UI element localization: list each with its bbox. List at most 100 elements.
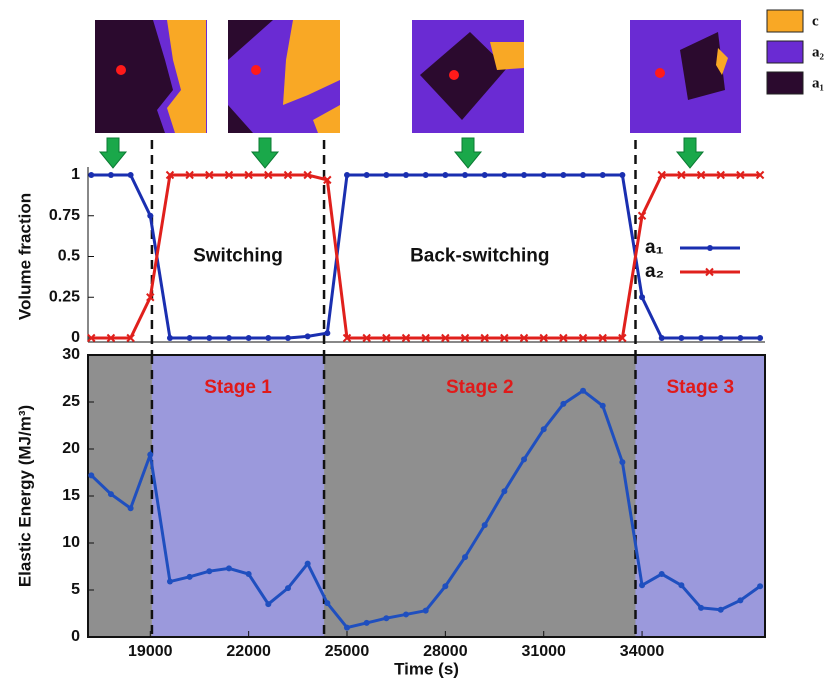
- marker: [501, 172, 508, 178]
- y-tick-label: 0.5: [58, 248, 80, 265]
- stage-region: [635, 355, 765, 637]
- marker: [480, 333, 489, 343]
- y-tick-label: 0.75: [49, 207, 80, 224]
- marker: [206, 568, 213, 575]
- marker: [323, 175, 332, 185]
- y-tick-label: 25: [62, 393, 80, 410]
- stage-region: [151, 355, 325, 637]
- marker: [284, 585, 291, 592]
- marker: [639, 582, 646, 589]
- marker: [382, 333, 391, 343]
- marker: [560, 400, 567, 407]
- marker: [658, 335, 665, 341]
- y-tick-label: 10: [62, 534, 80, 551]
- marker: [362, 333, 371, 343]
- arrow: [250, 137, 280, 169]
- phase-label: a₁: [812, 75, 824, 91]
- marker: [598, 333, 607, 343]
- marker: [658, 571, 665, 578]
- x-tick-label: 22000: [226, 643, 271, 660]
- legend-marker: [707, 245, 713, 251]
- y-tick-label: 0: [71, 628, 80, 645]
- thumbnail: [630, 20, 741, 133]
- annotation: Back-switching: [410, 246, 549, 267]
- marker: [87, 333, 96, 343]
- marker: [540, 426, 547, 433]
- stage-region: [88, 355, 152, 637]
- marker: [441, 333, 450, 343]
- marker: [698, 604, 705, 611]
- y-axis-label: Volume fraction: [15, 193, 34, 320]
- thumbnail: [412, 20, 524, 133]
- marker: [127, 172, 134, 178]
- marker: [324, 600, 331, 607]
- marker: [363, 172, 370, 178]
- marker: [283, 170, 293, 180]
- marker: [539, 333, 548, 343]
- marker: [755, 170, 765, 180]
- marker: [618, 333, 627, 343]
- phase-label: c: [812, 13, 819, 29]
- marker: [107, 172, 114, 178]
- marker: [383, 172, 390, 178]
- marker: [757, 335, 764, 341]
- marker: [637, 211, 647, 220]
- marker: [126, 333, 135, 343]
- marker: [501, 488, 508, 495]
- marker: [342, 333, 352, 343]
- phase-swatch: [766, 9, 804, 33]
- marker: [147, 212, 154, 219]
- marker: [303, 170, 312, 180]
- marker: [737, 335, 744, 341]
- marker: [717, 335, 724, 341]
- marker: [519, 333, 529, 343]
- marker: [599, 402, 606, 409]
- marker: [265, 335, 272, 341]
- marker: [442, 583, 449, 590]
- marker: [206, 335, 213, 341]
- y-tick-label: 30: [62, 346, 80, 363]
- y-tick-label: 15: [62, 487, 80, 504]
- marker: [244, 170, 253, 180]
- marker: [696, 170, 706, 180]
- marker: [481, 522, 488, 529]
- marker: [639, 294, 646, 301]
- marker: [165, 170, 175, 180]
- marker: [284, 335, 291, 341]
- arrow: [98, 137, 128, 169]
- marker: [422, 172, 429, 178]
- marker: [166, 578, 173, 585]
- x-tick-label: 25000: [325, 643, 370, 660]
- marker: [127, 505, 134, 512]
- marker: [500, 333, 509, 343]
- marker: [324, 330, 331, 337]
- marker: [343, 624, 350, 631]
- marker: [107, 491, 114, 498]
- marker: [224, 170, 234, 180]
- marker: [245, 335, 252, 341]
- marker: [599, 172, 606, 178]
- marker: [106, 333, 116, 343]
- marker: [403, 172, 410, 178]
- marker: [442, 172, 449, 178]
- marker: [657, 170, 666, 180]
- x-tick-label: 19000: [128, 643, 173, 660]
- arrows: [98, 137, 705, 169]
- stage-region: [324, 355, 636, 637]
- arrow: [675, 137, 705, 169]
- marker: [383, 615, 390, 622]
- marker: [225, 335, 232, 341]
- phase-swatch: [766, 40, 804, 64]
- x-tick-label: 31000: [521, 643, 566, 660]
- marker: [521, 172, 528, 178]
- marker: [717, 606, 724, 613]
- marker: [737, 597, 744, 604]
- stage-label: Stage 1: [204, 377, 272, 398]
- marker: [422, 607, 429, 614]
- y-tick-label: 1: [71, 166, 80, 183]
- phase-label: a₂: [812, 44, 825, 60]
- marker: [460, 333, 470, 343]
- marker: [540, 172, 547, 178]
- stage-label: Stage 3: [666, 377, 734, 398]
